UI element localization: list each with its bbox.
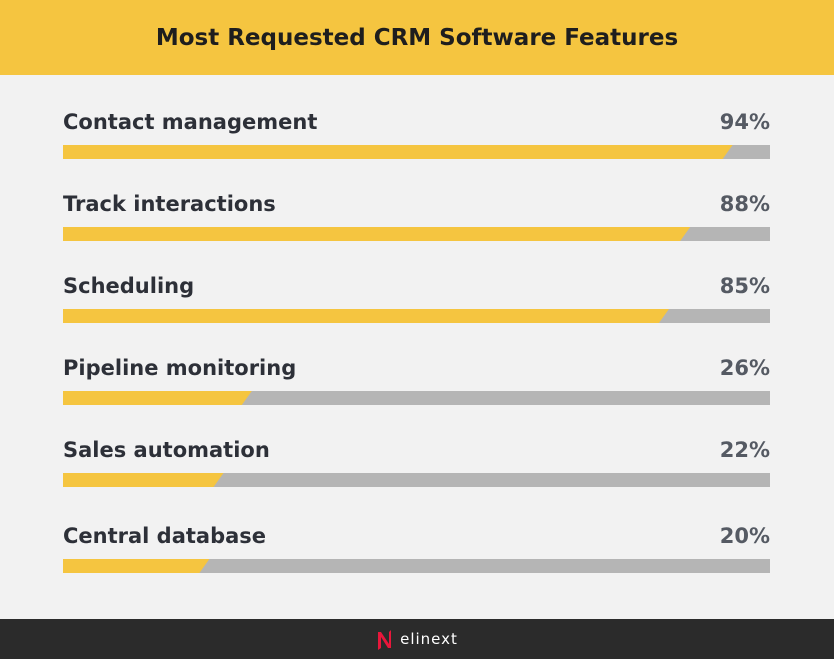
bar-track <box>63 473 770 487</box>
bar-track <box>63 309 770 323</box>
brand-name: elinext <box>400 630 458 648</box>
chart-header: Most Requested CRM Software Features <box>0 0 834 75</box>
bar-track <box>63 227 770 241</box>
bar-fill <box>63 559 209 573</box>
category-label: Track interactions <box>63 192 276 216</box>
value-label: 22% <box>719 438 770 462</box>
value-label: 85% <box>719 274 770 298</box>
value-label: 94% <box>719 110 770 134</box>
value-label: 26% <box>719 356 770 380</box>
value-label: 88% <box>719 192 770 216</box>
category-label: Contact management <box>63 110 318 134</box>
bar-fill <box>63 391 252 405</box>
value-label: 20% <box>719 524 770 548</box>
bar-track <box>63 391 770 405</box>
category-label: Scheduling <box>63 274 195 298</box>
bar-fill <box>63 473 224 487</box>
bar-row: Track interactions 88% <box>63 192 770 252</box>
bar-row: Contact management 94% <box>63 110 770 170</box>
chart-title: Most Requested CRM Software Features <box>155 24 679 51</box>
bar-row: Sales automation 22% <box>63 438 770 498</box>
bar-fill <box>63 309 669 323</box>
bar-fill <box>63 145 733 159</box>
bar-track <box>63 559 770 573</box>
category-label: Sales automation <box>63 438 270 462</box>
elinext-logo-icon <box>378 630 392 650</box>
bar-row: Central database 20% <box>63 524 770 584</box>
category-label: Central database <box>63 524 267 548</box>
category-label: Pipeline monitoring <box>63 356 297 380</box>
bar-row: Pipeline monitoring 26% <box>63 356 770 416</box>
bar-fill <box>63 227 690 241</box>
footer: elinext <box>0 619 834 659</box>
bar-row: Scheduling 85% <box>63 274 770 334</box>
bar-track <box>63 145 770 159</box>
